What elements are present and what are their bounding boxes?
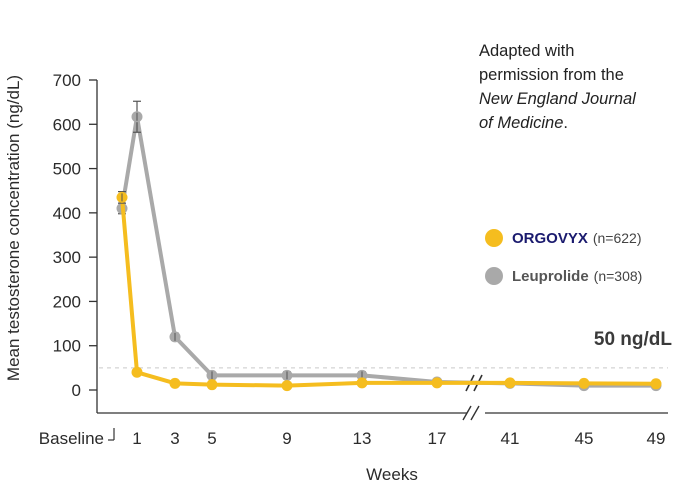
x-tick-label: 45 <box>575 429 594 448</box>
y-tick-label: 500 <box>53 160 81 179</box>
data-point-orgovyx <box>504 377 516 389</box>
x-tick-label: 49 <box>647 429 666 448</box>
series-orgovyx <box>116 191 662 392</box>
x-tick-label: 3 <box>170 429 179 448</box>
annotation-journal: of Medicine <box>479 114 563 132</box>
x-tick-label: 17 <box>428 429 447 448</box>
y-tick-label: 100 <box>53 337 81 356</box>
x-tick-label: 9 <box>282 429 291 448</box>
legend-marker-leuprolide <box>485 267 503 285</box>
y-tick-label: 400 <box>53 204 81 223</box>
legend-marker-orgovyx <box>485 229 503 247</box>
annotation-line-1: Adapted with <box>479 42 574 60</box>
legend-count-orgovyx: (n=622) <box>593 230 642 246</box>
series-line-leuprolide <box>120 114 656 388</box>
legend-entry-leuprolide: Leuprolide (n=308) <box>512 268 642 285</box>
y-axis-title: Mean testosterone concentration (ng/dL) <box>4 75 23 381</box>
annotation-period: . <box>563 114 568 132</box>
data-point-orgovyx <box>578 377 590 389</box>
data-point-orgovyx <box>131 366 143 378</box>
data-point-orgovyx <box>206 379 218 391</box>
legend-count-leuprolide: (n=308) <box>594 268 643 284</box>
x-tick-label: 41 <box>501 429 520 448</box>
x-tick-label: 5 <box>207 429 216 448</box>
annotation-line-4: of Medicine. <box>479 114 568 132</box>
x-axis-break-mark <box>470 405 480 421</box>
data-point-orgovyx <box>356 377 368 389</box>
legend-entry-orgovyx: ORGOVYX (n=622) <box>512 230 642 247</box>
annotation-line-3: New England Journal <box>479 90 637 108</box>
x-tick-label: Baseline <box>39 429 104 448</box>
y-tick-label: 200 <box>53 292 81 311</box>
data-point-orgovyx <box>431 377 443 389</box>
series-group <box>116 100 662 392</box>
x-axis-break-mark <box>462 405 472 421</box>
x-tick-label: 13 <box>353 429 372 448</box>
reference-line-label: 50 ng/dL <box>594 329 673 350</box>
x-tick-label: 1 <box>132 429 141 448</box>
y-tick-label: 0 <box>72 381 81 400</box>
data-point-orgovyx <box>281 380 293 392</box>
series-line-orgovyx <box>120 197 657 388</box>
x-axis-title: Weeks <box>366 465 418 484</box>
y-tick-label: 700 <box>53 71 81 90</box>
data-point-orgovyx <box>650 378 662 390</box>
annotation-line-2: permission from the <box>479 66 624 84</box>
y-tick-label: 600 <box>53 115 81 134</box>
y-tick-label: 300 <box>53 248 81 267</box>
data-point-orgovyx <box>169 377 181 389</box>
legend-label-leuprolide: Leuprolide <box>512 268 589 285</box>
legend-label-orgovyx: ORGOVYX <box>512 230 588 247</box>
